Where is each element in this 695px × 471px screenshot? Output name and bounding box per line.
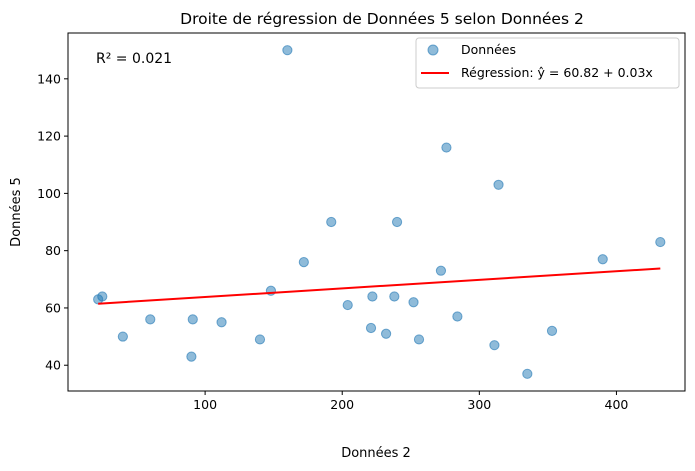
x-axis-label: Données 2 bbox=[341, 446, 411, 461]
scatter-point bbox=[546, 325, 558, 336]
legend-box bbox=[415, 37, 680, 89]
x-tick-label: 300 bbox=[467, 397, 491, 412]
scatter-point bbox=[298, 257, 309, 268]
scatter-point bbox=[408, 297, 419, 308]
x-axis-ticks: 100 200 300 400 bbox=[193, 391, 628, 412]
legend-scatter-marker bbox=[427, 44, 439, 56]
scatter-point bbox=[655, 236, 666, 248]
y-tick-label: 80 bbox=[45, 243, 61, 258]
y-tick-label: 40 bbox=[45, 358, 61, 373]
x-tick-label: 400 bbox=[605, 397, 629, 412]
scatter-point bbox=[597, 254, 608, 265]
scatter-point bbox=[489, 340, 500, 351]
scatter-point bbox=[391, 216, 403, 228]
scatter-point bbox=[342, 299, 353, 311]
scatter-point bbox=[365, 322, 377, 334]
r-squared-annotation: R² = 0.021 bbox=[96, 51, 172, 67]
chart-title: Droite de régression de Données 5 selon … bbox=[180, 10, 584, 28]
scatter-point bbox=[326, 216, 337, 228]
legend: Données Régression: ŷ = 60.82 + 0.03x bbox=[415, 37, 680, 89]
y-axis-ticks: 40 60 80 100 120 140 bbox=[37, 71, 68, 373]
scatter-point bbox=[282, 45, 293, 56]
regression-line bbox=[98, 267, 661, 305]
legend-label-data: Données bbox=[461, 42, 516, 57]
regression-line-layer bbox=[98, 267, 661, 305]
y-tick-label: 60 bbox=[45, 300, 61, 315]
y-axis-label: Données 5 bbox=[9, 177, 24, 247]
y-tick-label: 100 bbox=[37, 186, 61, 201]
scatter-point bbox=[413, 334, 425, 345]
scatter-point bbox=[254, 334, 266, 345]
x-tick-label: 100 bbox=[193, 397, 217, 412]
scatter-point bbox=[522, 368, 533, 379]
scatter-point bbox=[187, 314, 198, 325]
scatter-point bbox=[452, 311, 463, 322]
scatter-point bbox=[380, 328, 392, 339]
x-tick-label: 200 bbox=[330, 397, 354, 412]
plot-area-frame bbox=[67, 32, 686, 392]
scatter-point bbox=[367, 291, 378, 302]
scatter-point bbox=[441, 142, 452, 153]
scatter-point bbox=[186, 351, 197, 362]
y-tick-label: 140 bbox=[37, 71, 61, 86]
scatter-point bbox=[117, 331, 128, 342]
scatter-points bbox=[93, 45, 666, 379]
legend-label-regression: Régression: ŷ = 60.82 + 0.03x bbox=[461, 65, 653, 80]
scatter-point bbox=[435, 265, 447, 276]
scatter-point bbox=[216, 317, 227, 328]
scatter-point bbox=[389, 291, 400, 302]
scatter-point bbox=[493, 179, 504, 190]
scatter-point bbox=[145, 314, 156, 325]
y-tick-label: 120 bbox=[37, 129, 61, 144]
scatter-point bbox=[97, 291, 108, 302]
